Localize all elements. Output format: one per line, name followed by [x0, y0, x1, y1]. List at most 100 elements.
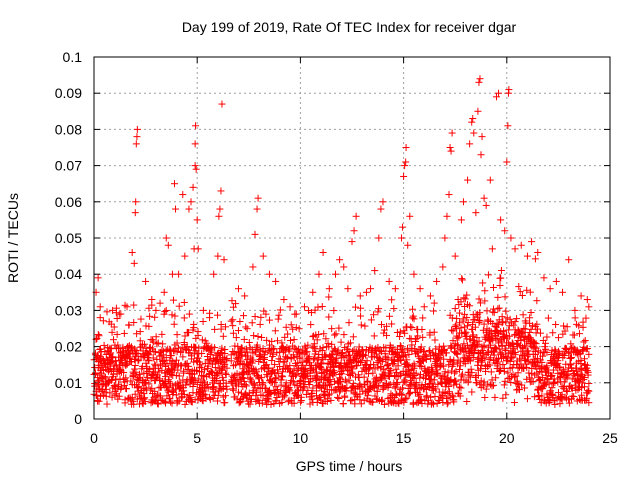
data-point: [211, 344, 219, 352]
data-point: [206, 344, 214, 352]
data-point: [515, 283, 523, 291]
data-point: [444, 369, 452, 377]
data-point: [93, 391, 101, 399]
y-tick-label: 0.06: [55, 194, 82, 210]
data-point: [469, 115, 477, 123]
data-point: [162, 234, 170, 242]
data-point: [131, 361, 139, 369]
data-point: [474, 107, 482, 115]
data-point: [448, 326, 456, 334]
data-point: [146, 344, 154, 352]
data-point: [272, 277, 280, 285]
data-point: [100, 373, 108, 381]
data-point: [221, 369, 229, 377]
data-point: [452, 377, 460, 385]
data-point: [380, 365, 388, 373]
data-point: [481, 287, 489, 295]
data-point: [250, 387, 258, 395]
data-point: [270, 345, 278, 353]
data-point: [185, 329, 193, 337]
data-point: [370, 332, 378, 340]
data-point: [441, 389, 449, 397]
data-point: [410, 270, 418, 278]
data-point: [137, 315, 145, 323]
data-point: [404, 346, 412, 354]
data-point: [185, 205, 193, 213]
data-point: [234, 342, 242, 350]
data-point: [427, 355, 435, 363]
data-point: [229, 316, 237, 324]
data-point: [305, 353, 313, 361]
y-tick-label: 0.05: [55, 230, 82, 246]
data-point: [332, 330, 340, 338]
data-point: [487, 368, 495, 376]
data-point: [330, 307, 338, 315]
data-point: [388, 296, 396, 304]
data-point: [251, 313, 259, 321]
data-point: [560, 322, 568, 330]
data-point: [131, 209, 139, 217]
data-point: [281, 358, 289, 366]
data-point: [144, 356, 152, 364]
data-point: [577, 292, 585, 300]
data-point: [401, 162, 409, 170]
data-point: [580, 338, 588, 346]
data-point: [461, 354, 469, 362]
data-point: [229, 347, 237, 355]
data-point: [419, 357, 427, 365]
data-point: [111, 391, 119, 399]
data-point: [192, 165, 200, 173]
data-point: [201, 384, 209, 392]
data-point: [322, 335, 330, 343]
data-point: [296, 354, 304, 362]
data-point: [236, 317, 244, 325]
data-point: [302, 390, 310, 398]
data-point: [216, 205, 224, 213]
data-point: [170, 180, 178, 188]
data-point: [430, 376, 438, 384]
data-point: [404, 361, 412, 369]
data-point: [533, 297, 541, 305]
data-point: [300, 383, 308, 391]
data-point: [292, 310, 300, 318]
data-point: [133, 330, 141, 338]
data-point: [265, 364, 273, 372]
data-point: [488, 382, 496, 390]
data-point: [432, 350, 440, 358]
data-point: [535, 377, 543, 385]
data-point: [154, 339, 162, 347]
data-point: [237, 357, 245, 365]
data-point: [335, 395, 343, 403]
data-point: [135, 382, 143, 390]
data-point: [412, 380, 420, 388]
data-point: [253, 388, 261, 396]
data-point: [447, 147, 455, 155]
data-point: [189, 382, 197, 390]
data-point: [266, 316, 274, 324]
data-point: [183, 359, 191, 367]
data-point: [130, 319, 138, 327]
data-point: [228, 297, 236, 305]
data-point: [456, 392, 464, 400]
data-point: [393, 379, 401, 387]
data-point: [210, 383, 218, 391]
data-point: [196, 361, 204, 369]
data-point: [234, 327, 242, 335]
data-point: [114, 341, 122, 349]
data-point: [331, 331, 339, 339]
data-point: [396, 342, 404, 350]
data-point: [367, 348, 375, 356]
data-point: [258, 333, 266, 341]
data-point: [127, 377, 135, 385]
data-point: [181, 332, 189, 340]
data-point: [360, 396, 368, 404]
data-point: [96, 314, 104, 322]
data-point: [437, 393, 445, 401]
data-point: [128, 394, 136, 402]
data-point: [263, 394, 271, 402]
data-point: [370, 361, 378, 369]
data-point: [198, 350, 206, 358]
data-point: [223, 364, 231, 372]
data-point: [328, 340, 336, 348]
data-point: [107, 320, 115, 328]
